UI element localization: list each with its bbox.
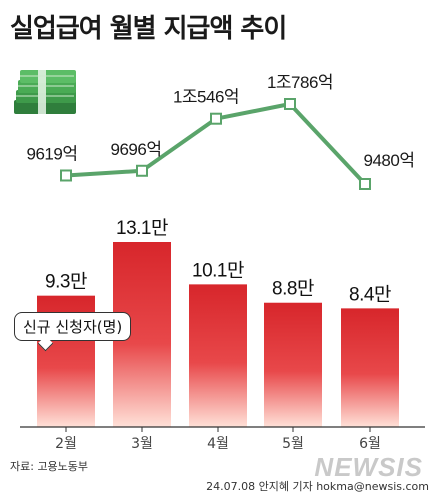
bar-value-label: 10.1만 bbox=[192, 259, 244, 281]
line-point bbox=[60, 169, 72, 182]
bar-value-label: 8.4만 bbox=[349, 283, 391, 305]
line-point bbox=[136, 164, 148, 177]
x-tick-label: 5월 bbox=[282, 436, 304, 452]
x-tick-label: 4월 bbox=[207, 436, 229, 452]
x-tick-label: 2월 bbox=[55, 436, 77, 452]
line-point bbox=[210, 112, 222, 125]
line-value-label: 9619억 bbox=[27, 144, 78, 163]
source-note: 자료: 고용노동부 bbox=[10, 460, 89, 473]
line-value-label: 1조786억 bbox=[267, 73, 333, 92]
bar-3 bbox=[189, 284, 247, 427]
chart-title: 실업급여 월별 지급액 추이 bbox=[10, 14, 287, 44]
legend-label: 신규 신청자(명) bbox=[14, 312, 132, 341]
watermark-logo: NEWSIS bbox=[314, 452, 423, 482]
byline: 24.07.08 안지혜 기자 hokma@newsis.com bbox=[206, 480, 429, 493]
line-point bbox=[284, 98, 296, 110]
line-value-label: 9480억 bbox=[364, 151, 415, 170]
bar-4 bbox=[264, 302, 322, 427]
bar-5 bbox=[341, 308, 399, 427]
line-value-label: 9696억 bbox=[111, 140, 162, 159]
x-tick-label: 6월 bbox=[359, 436, 381, 452]
money-stack-icon bbox=[14, 70, 76, 114]
bar-value-label: 9.3만 bbox=[45, 271, 87, 293]
bar-value-label: 8.8만 bbox=[272, 278, 314, 300]
bar-value-label: 13.1만 bbox=[116, 217, 168, 239]
x-tick-label: 3월 bbox=[131, 436, 153, 452]
line-value-label: 1조546억 bbox=[173, 88, 239, 107]
line-point bbox=[359, 178, 371, 190]
